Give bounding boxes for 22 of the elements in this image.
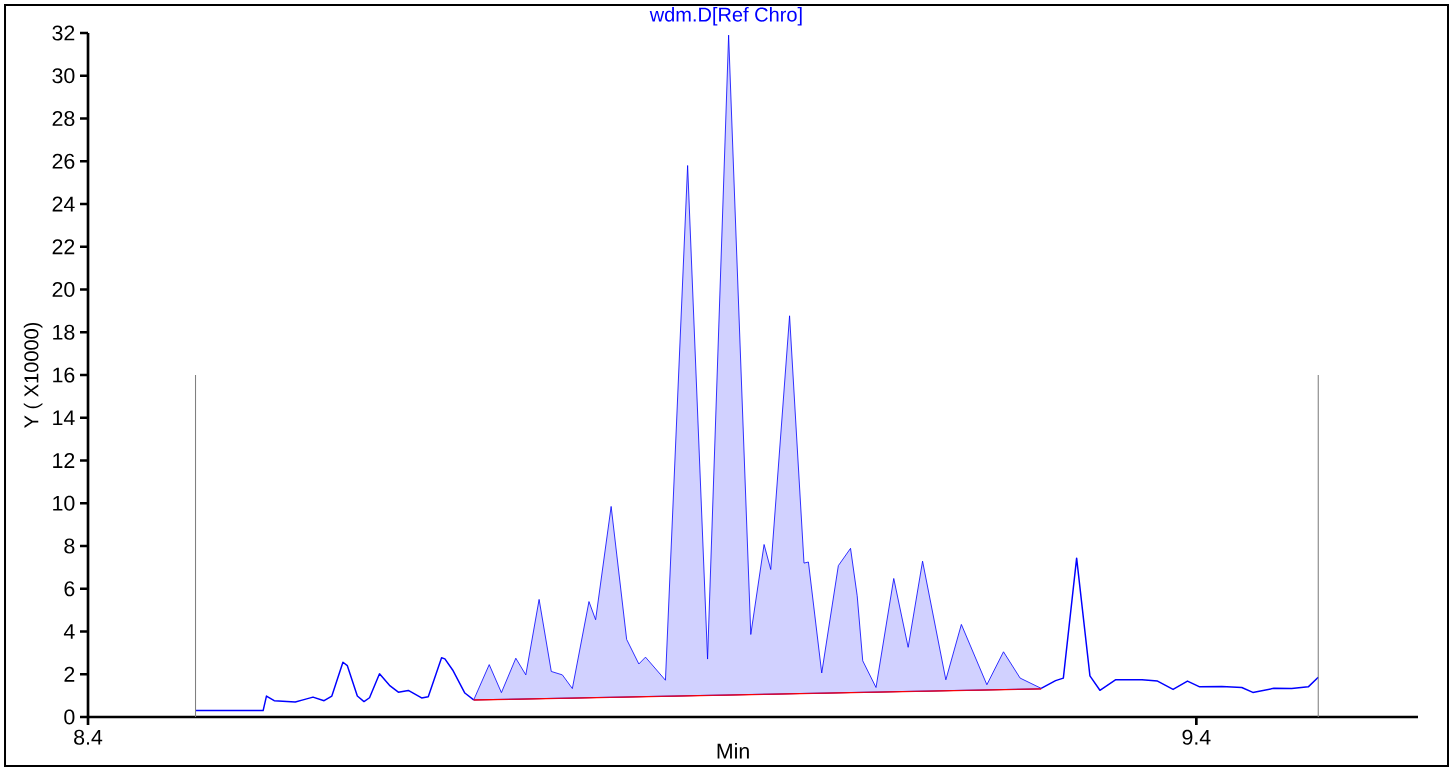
y-tick-label: 2 — [64, 666, 75, 682]
chart-title: wdm.D[Ref Chro] — [649, 6, 802, 26]
y-tick-label: 10 — [53, 495, 75, 511]
y-tick-label: 8 — [64, 538, 75, 554]
y-tick-label: 6 — [64, 581, 75, 597]
y-axis-title: Y ( X10000) — [23, 322, 43, 428]
y-tick-label: 22 — [52, 239, 75, 255]
y-tick-label: 14 — [53, 410, 75, 426]
y-tick-label: 16 — [53, 367, 75, 383]
y-tick-label: 12 — [53, 453, 75, 468]
y-tick-label: 24 — [52, 196, 75, 212]
x-tick-label: 9.4 — [1182, 729, 1211, 745]
y-tick-label: 32 — [52, 25, 75, 41]
y-tick-label: 4 — [63, 624, 75, 639]
x-axis-title: Min — [717, 743, 749, 759]
x-tick-label: 8.4 — [74, 729, 103, 745]
y-tick-label: 26 — [52, 153, 75, 169]
y-tick-label: 18 — [53, 324, 75, 340]
y-tick-label: 20 — [52, 281, 75, 298]
y-tick-label: 30 — [52, 68, 75, 84]
y-tick-label: 0 — [64, 709, 75, 725]
y-tick-label: 28 — [52, 110, 75, 127]
